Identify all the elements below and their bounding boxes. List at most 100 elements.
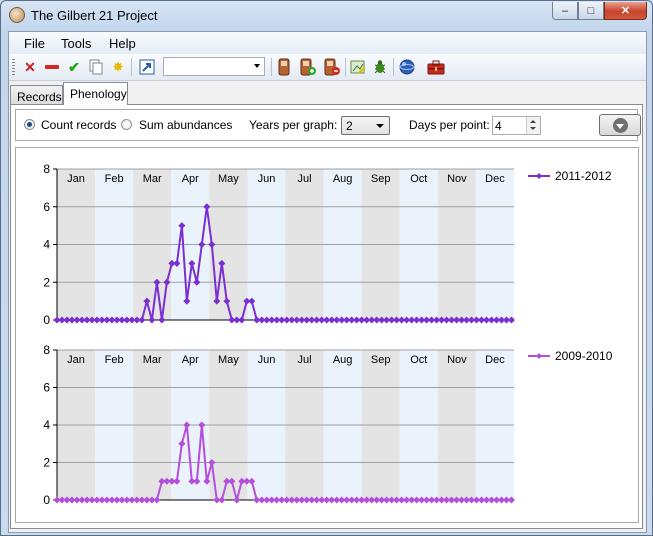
data-point (248, 297, 256, 305)
globe-icon[interactable] (398, 58, 416, 76)
data-point (503, 496, 511, 504)
days-per-point-stepper[interactable]: 4 (492, 116, 541, 135)
new-icon[interactable]: ✸ (112, 60, 124, 74)
data-point (483, 316, 491, 324)
data-point (408, 316, 416, 324)
data-point (323, 496, 331, 504)
copy-icon[interactable] (87, 58, 105, 76)
data-point (488, 496, 496, 504)
data-point (98, 496, 106, 504)
data-point (423, 316, 431, 324)
caption-buttons: – □ ✕ (552, 2, 647, 20)
data-point (433, 316, 441, 324)
link-icon[interactable] (138, 58, 156, 76)
phone-icon[interactable] (275, 58, 293, 76)
tab-phenology[interactable]: Phenology (63, 82, 128, 105)
data-point (183, 421, 191, 429)
month-label: May (218, 354, 239, 366)
month-label: Sep (371, 354, 391, 366)
sum-abundances-label[interactable]: Sum abundances (139, 118, 233, 132)
data-point (313, 316, 321, 324)
data-point (398, 496, 406, 504)
sum-abundances-radio[interactable] (121, 119, 132, 130)
y-tick-label: 0 (43, 493, 50, 507)
chevron-down-circle-icon (612, 117, 628, 133)
maximize-button[interactable]: □ (578, 2, 604, 20)
data-point (438, 316, 446, 324)
data-point (83, 316, 91, 324)
data-point (398, 316, 406, 324)
phone-add-icon[interactable] (299, 58, 317, 76)
window-title: The Gilbert 21 Project (31, 8, 158, 23)
data-point (448, 316, 456, 324)
y-tick-label: 6 (43, 381, 50, 395)
data-point (423, 496, 431, 504)
data-point (353, 316, 361, 324)
data-point (108, 316, 116, 324)
y-tick-label: 8 (43, 343, 50, 357)
month-label: Dec (485, 173, 505, 185)
data-point (148, 316, 156, 324)
menu-help[interactable]: Help (109, 36, 136, 51)
data-point (323, 316, 331, 324)
data-point (358, 496, 366, 504)
data-point (168, 477, 176, 485)
data-point (498, 316, 506, 324)
count-records-radio[interactable] (24, 119, 35, 130)
image-edit-icon[interactable] (349, 58, 367, 76)
toolbar-grip-icon[interactable] (12, 59, 15, 75)
stepper-down-icon[interactable] (530, 127, 536, 130)
data-point (278, 496, 286, 504)
data-point (73, 316, 81, 324)
tab-records[interactable]: Records (10, 85, 63, 104)
toolbar: ✕ ✔ ✸ (9, 54, 646, 81)
bug-icon[interactable] (371, 58, 389, 76)
delete-icon[interactable]: ✕ (24, 58, 36, 75)
data-point (428, 316, 436, 324)
data-point (313, 496, 321, 504)
data-point (163, 278, 171, 286)
toolbar-separator (131, 58, 132, 76)
data-point (268, 496, 276, 504)
title-bar[interactable]: The Gilbert 21 Project – □ ✕ (1, 1, 652, 31)
tab-strip: Records Phenology (9, 82, 646, 105)
y-tick-label: 0 (43, 313, 50, 327)
check-icon[interactable]: ✔ (68, 58, 80, 75)
minimize-button[interactable]: – (552, 2, 578, 20)
data-point (428, 496, 436, 504)
data-point (258, 316, 266, 324)
data-point (118, 316, 126, 324)
years-per-graph-select[interactable]: 2 (341, 116, 390, 135)
data-point (78, 316, 86, 324)
data-point (68, 496, 76, 504)
data-point (193, 278, 201, 286)
data-point (503, 316, 511, 324)
data-point (333, 496, 341, 504)
chart-2: Jan Feb Mar Apr May Jun Jul Aug Sep Oct Nov Dec 8 6 4 2… (43, 343, 612, 507)
data-point (83, 496, 91, 504)
data-point (498, 496, 506, 504)
close-button[interactable]: ✕ (604, 2, 647, 20)
phone-remove-icon[interactable] (323, 58, 341, 76)
data-point (273, 316, 281, 324)
data-point (78, 496, 86, 504)
data-point (228, 477, 236, 485)
data-point (448, 496, 456, 504)
data-point (453, 496, 461, 504)
menu-file[interactable]: File (24, 36, 45, 51)
phenology-charts: Jan Feb Mar Apr May Jun Jul Aug Sep Oct Nov Dec 8 6 4 2… (43, 162, 612, 507)
legend-label: 2011-2012 (555, 169, 612, 183)
count-records-label[interactable]: Count records (41, 118, 117, 132)
menu-tools[interactable]: Tools (61, 36, 92, 51)
toolbox-icon[interactable] (427, 58, 445, 76)
stepper-up-icon[interactable] (530, 120, 536, 123)
data-point (493, 316, 501, 324)
toolbar-combo[interactable] (163, 57, 265, 76)
app-icon[interactable] (9, 7, 25, 23)
expand-options-button[interactable] (599, 114, 641, 136)
y-tick-label: 2 (43, 456, 50, 470)
data-point (158, 477, 166, 485)
data-point (218, 496, 226, 504)
data-point (133, 316, 141, 324)
remove-icon[interactable] (43, 58, 61, 76)
